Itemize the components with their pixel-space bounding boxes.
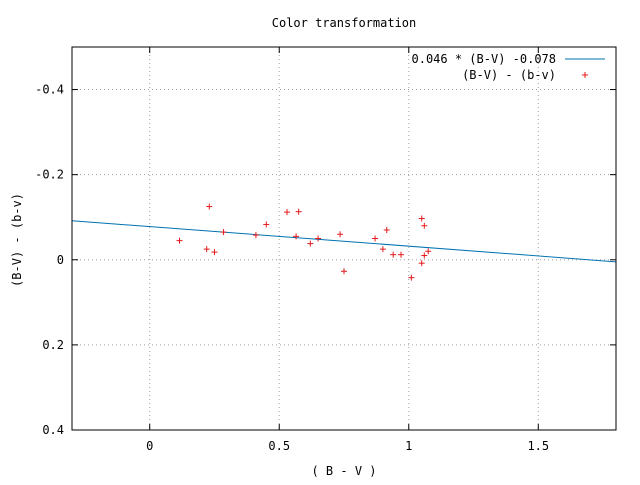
data-point bbox=[315, 235, 322, 242]
data-point bbox=[307, 240, 314, 247]
data-point bbox=[421, 222, 428, 229]
data-point bbox=[293, 233, 300, 240]
y-tick-label: -0.2 bbox=[35, 168, 64, 182]
fit-line bbox=[71, 220, 617, 263]
y-tick-label: 0.4 bbox=[42, 423, 64, 437]
data-point bbox=[418, 215, 425, 222]
data-point bbox=[341, 268, 347, 275]
data-point bbox=[220, 229, 227, 236]
data-point bbox=[337, 231, 344, 238]
legend-marker bbox=[582, 72, 588, 78]
legend-label-fit-line: 0.046 * (B-V) -0.078 bbox=[412, 52, 557, 66]
x-axis-label: ( B - V ) bbox=[311, 464, 376, 478]
y-tick-label: 0 bbox=[57, 253, 64, 267]
x-tick-label: 1 bbox=[405, 439, 412, 453]
x-tick-label: 0.5 bbox=[268, 439, 290, 453]
data-point bbox=[425, 248, 432, 255]
data-point bbox=[176, 237, 183, 244]
data-point bbox=[203, 246, 210, 253]
data-point bbox=[383, 226, 390, 233]
y-axis-label: (B-V) - (b-v) bbox=[10, 193, 24, 287]
x-tick-label: 0 bbox=[146, 439, 153, 453]
data-point bbox=[408, 274, 415, 281]
data-point bbox=[390, 251, 397, 258]
data-point bbox=[379, 246, 386, 253]
data-point bbox=[421, 252, 428, 259]
data-point bbox=[418, 260, 425, 267]
legend: 0.046 * (B-V) -0.078 (B-V) - (b-v) bbox=[412, 52, 605, 82]
chart-title: Color transformation bbox=[272, 16, 417, 30]
legend-swatch-data-points bbox=[582, 72, 588, 78]
plot-frame bbox=[71, 46, 617, 431]
y-tick-label: 0.2 bbox=[42, 338, 64, 352]
data-point bbox=[295, 208, 302, 215]
legend-label-data-points: (B-V) - (b-v) bbox=[462, 68, 556, 82]
data-point bbox=[397, 251, 404, 258]
data-point bbox=[252, 232, 259, 239]
data-point bbox=[372, 235, 379, 242]
data-point bbox=[211, 249, 218, 256]
data-point bbox=[284, 209, 291, 216]
y-tick-label: -0.4 bbox=[35, 83, 64, 97]
data-point bbox=[263, 221, 270, 228]
x-tick-label: 1.5 bbox=[527, 439, 549, 453]
axis-ticks: 0 0.5 1 1.5 -0.4 -0.2 0 0.2 0.4 bbox=[35, 47, 616, 453]
data-point bbox=[206, 203, 213, 210]
grid bbox=[72, 47, 616, 431]
plot-area bbox=[71, 203, 617, 281]
